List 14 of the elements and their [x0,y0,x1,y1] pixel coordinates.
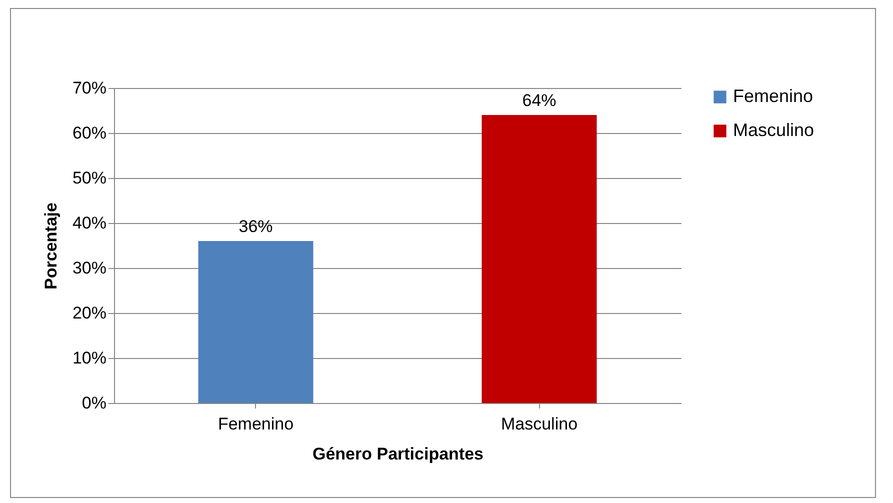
y-tick-label: 10% [72,348,106,368]
y-tick-label: 70% [72,78,106,98]
y-tick-label: 40% [72,214,106,232]
legend-label: Femenino [733,86,814,106]
data-label: 36% [238,217,273,236]
legend-label: Masculino [733,120,814,140]
y-tick-label: 50% [72,168,106,188]
y-tick-label: 20% [72,304,106,322]
y-axis-title: Porcentaje [41,202,60,290]
data-label: 64% [522,91,556,110]
x-axis-title: Género Participantes [312,444,484,464]
y-tick-label: 60% [72,124,106,142]
y-tick-label: 0% [82,394,106,412]
y-tick-label: 30% [72,258,106,278]
